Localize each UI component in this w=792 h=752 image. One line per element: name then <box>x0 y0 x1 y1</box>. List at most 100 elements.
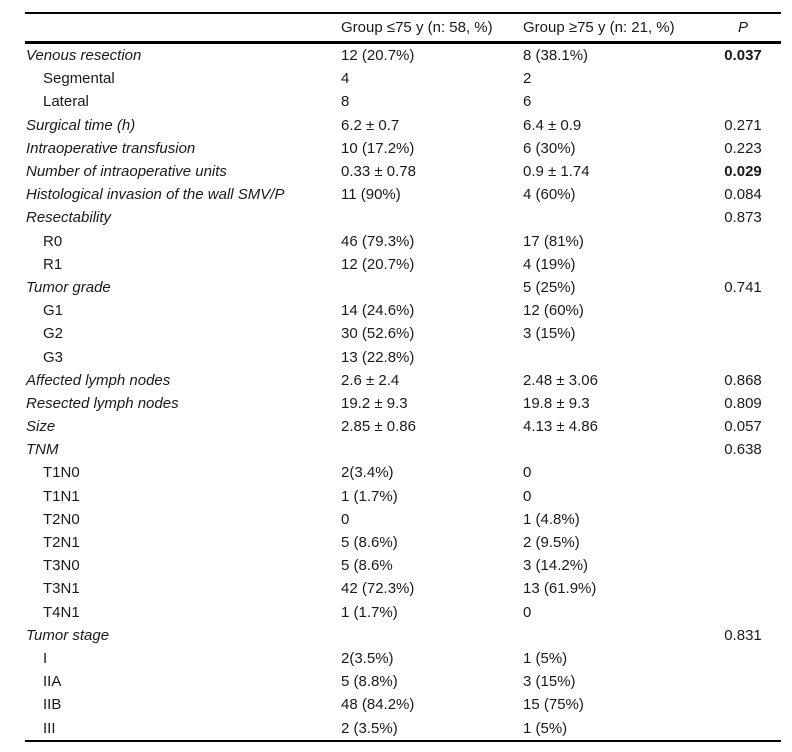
value-group-ge75: 0 <box>523 603 532 621</box>
table-row: Lateral 8 6 <box>25 90 781 113</box>
table-row: IIB 48 (84.2%) 15 (75%) <box>25 693 781 716</box>
row-label: Tumor stage <box>26 626 110 644</box>
value-group-ge75: 6 (30%) <box>523 139 576 157</box>
value-group-le75: 30 (52.6%) <box>341 325 415 343</box>
value-group-ge75: 1 (5%) <box>523 649 568 667</box>
p-value: 0.037 <box>724 47 762 65</box>
value-group-le75: 11 (90%) <box>341 186 401 204</box>
value-group-le75: 5 (8.6% <box>341 557 393 575</box>
row-label: R0 <box>43 232 63 250</box>
value-group-ge75: 3 (15%) <box>523 325 576 343</box>
row-label: IIA <box>43 673 62 691</box>
row-label: Tumor grade <box>26 278 111 296</box>
value-group-ge75: 0 <box>523 487 532 505</box>
row-label: III <box>43 719 56 737</box>
value-group-le75: 6.2 ± 0.7 <box>341 116 400 134</box>
value-group-le75: 19.2 ± 9.3 <box>341 394 408 412</box>
value-group-le75: 2.85 ± 0.86 <box>341 418 416 436</box>
row-label: Resected lymph nodes <box>26 394 179 412</box>
value-group-ge75: 3 (15%) <box>523 673 576 691</box>
value-group-ge75: 4.13 ± 4.86 <box>523 418 598 436</box>
value-group-ge75: 5 (25%) <box>523 278 576 296</box>
table-row: T1N1 1 (1.7%) 0 <box>25 485 781 508</box>
value-group-le75: 1 (1.7%) <box>341 603 398 621</box>
value-group-ge75: 2.48 ± 3.06 <box>523 371 598 389</box>
row-label: Surgical time (h) <box>26 116 136 134</box>
table-row: Size 2.85 ± 0.86 4.13 ± 4.86 0.057 <box>25 415 781 438</box>
value-group-ge75: 15 (75%) <box>523 696 584 714</box>
value-group-le75: 12 (20.7%) <box>341 255 415 273</box>
value-group-le75: 2 (3.5%) <box>341 719 398 737</box>
table-row: Segmental 4 2 <box>25 67 781 90</box>
table-row: I 2(3.5%) 1 (5%) <box>25 647 781 670</box>
value-group-ge75: 3 (14.2%) <box>523 557 589 575</box>
value-group-ge75: 12 (60%) <box>523 302 584 320</box>
value-group-ge75: 8 (38.1%) <box>523 47 589 65</box>
table-row: Venous resection 12 (20.7%) 8 (38.1%) 0.037 <box>25 44 781 67</box>
value-group-le75: 14 (24.6%) <box>341 302 415 320</box>
table-row: Tumor stage 0.831 <box>25 624 781 647</box>
row-label: G1 <box>43 302 64 320</box>
table-row: Number of intraoperative units 0.33 ± 0.7… <box>25 160 781 183</box>
value-group-ge75: 0 <box>523 464 532 482</box>
row-label: T1N0 <box>43 464 80 482</box>
row-label: Number of intraoperative units <box>26 163 227 181</box>
value-group-ge75: 2 <box>523 70 532 88</box>
column-header-group-le75: Group ≤75 y (n: 58, %) <box>341 19 493 36</box>
p-value: 0.029 <box>724 163 762 181</box>
value-group-ge75: 2 (9.5%) <box>523 534 580 552</box>
p-value: 0.638 <box>724 441 762 459</box>
row-label: Venous resection <box>26 47 142 65</box>
value-group-ge75: 4 (60%) <box>523 186 576 204</box>
row-label: Resectability <box>26 209 112 227</box>
value-group-ge75: 17 (81%) <box>523 232 584 250</box>
table-row: R1 12 (20.7%) 4 (19%) <box>25 253 781 276</box>
value-group-ge75: 13 (61.9%) <box>523 580 597 598</box>
row-label: T3N1 <box>43 580 80 598</box>
value-group-le75: 4 <box>341 70 350 88</box>
table-row: Tumor grade 5 (25%) 0.741 <box>25 276 781 299</box>
p-value: 0.223 <box>724 139 762 157</box>
table-row: T2N0 0 1 (4.8%) <box>25 508 781 531</box>
row-label: G3 <box>43 348 64 366</box>
table-bottom-rule <box>25 739 781 742</box>
table-top-rule <box>25 12 781 14</box>
row-label: T3N0 <box>43 557 80 575</box>
table-row: T4N1 1 (1.7%) 0 <box>25 601 781 624</box>
value-group-le75: 5 (8.8%) <box>341 673 398 691</box>
value-group-ge75: 4 (19%) <box>523 255 576 273</box>
table-row: G1 14 (24.6%) 12 (60%) <box>25 299 781 322</box>
row-label: T2N1 <box>43 534 80 552</box>
column-header-group-ge75: Group ≥75 y (n: 21, %) <box>523 19 675 36</box>
table-row: III 2 (3.5%) 1 (5%) <box>25 716 781 739</box>
row-label: IIB <box>43 696 62 714</box>
table-row: Resectability 0.873 <box>25 206 781 229</box>
row-label: TNM <box>26 441 59 459</box>
table-row: TNM 0.638 <box>25 438 781 461</box>
table-row: G2 30 (52.6%) 3 (15%) <box>25 322 781 345</box>
row-label: T4N1 <box>43 603 80 621</box>
value-group-le75: 2(3.4%) <box>341 464 394 482</box>
table-row: T2N1 5 (8.6%) 2 (9.5%) <box>25 531 781 554</box>
table-row: Resected lymph nodes 19.2 ± 9.3 19.8 ± 9.3… <box>25 392 781 415</box>
table-row: T3N0 5 (8.6% 3 (14.2%) <box>25 554 781 577</box>
value-group-le75: 46 (79.3%) <box>341 232 415 250</box>
table-row: Surgical time (h) 6.2 ± 0.7 6.4 ± 0.9 0.271 <box>25 114 781 137</box>
p-value: 0.057 <box>724 418 762 436</box>
table-row: T3N1 42 (72.3%) 13 (61.9%) <box>25 577 781 600</box>
comparison-table: Group ≤75 y (n: 58, %) Group ≥75 y (n: 2… <box>25 12 781 742</box>
value-group-le75: 2.6 ± 2.4 <box>341 371 400 389</box>
value-group-ge75: 1 (5%) <box>523 719 568 737</box>
value-group-ge75: 6.4 ± 0.9 <box>523 116 582 134</box>
row-label: T1N1 <box>43 487 80 505</box>
value-group-ge75: 1 (4.8%) <box>523 510 580 528</box>
value-group-le75: 1 (1.7%) <box>341 487 398 505</box>
row-label: R1 <box>43 255 63 273</box>
table-body: Venous resection 12 (20.7%) 8 (38.1%) 0.037… <box>25 44 781 740</box>
table-row: T1N0 2(3.4%) 0 <box>25 461 781 484</box>
row-label: Histological invasion of the wall SMV/P <box>26 186 285 204</box>
table-header-rule <box>25 41 781 44</box>
value-group-le75: 48 (84.2%) <box>341 696 415 714</box>
value-group-le75: 0.33 ± 0.78 <box>341 163 416 181</box>
row-label: T2N0 <box>43 510 80 528</box>
